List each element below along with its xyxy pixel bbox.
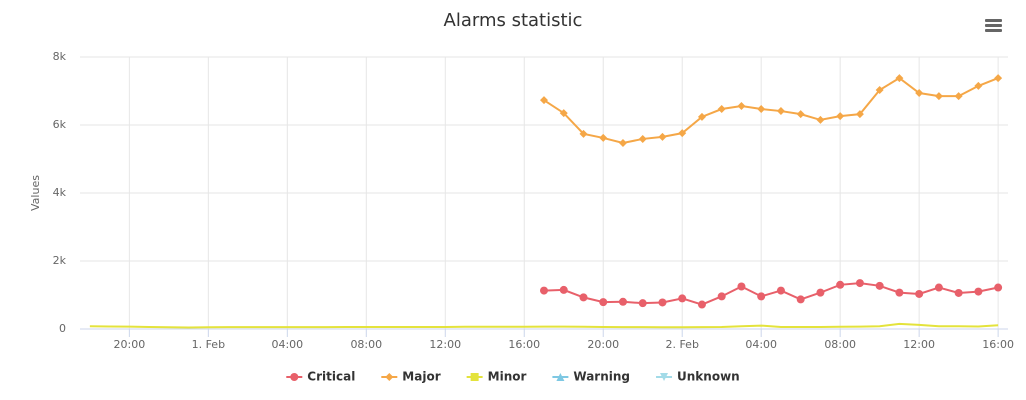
legend-item[interactable]: Unknown [656,370,740,384]
point [737,101,746,110]
x-tick-label: 20:00 [114,338,146,351]
point [618,297,627,306]
series-line [543,76,999,145]
point [915,289,924,298]
point [579,293,588,302]
point [934,283,943,292]
point [875,281,884,290]
point [540,96,548,105]
point [618,139,627,148]
point [974,287,983,296]
legend-label: Critical [307,370,355,384]
legend-item[interactable]: Warning [552,370,630,384]
point [796,295,805,304]
point [875,85,884,94]
point [954,288,963,297]
menu-bar [985,29,1002,32]
point [796,110,805,119]
series-line [543,282,999,306]
y-tick-label: 2k [53,254,67,267]
point [697,112,706,121]
point [836,280,845,289]
point [855,279,864,288]
point [717,105,726,114]
point [599,298,608,307]
x-tick-label: 04:00 [745,338,777,351]
y-tick-label: 6k [53,118,67,131]
legend-label: Major [402,370,440,384]
point [638,299,647,308]
x-tick-label: 16:00 [508,338,540,351]
point [776,107,785,116]
point [658,132,667,141]
legend-label: Warning [573,370,630,384]
y-axis-label: Values [29,175,42,211]
point [915,89,924,98]
y-tick-label: 0 [59,322,66,335]
point [895,288,904,297]
point [678,294,687,303]
series-line [89,322,999,329]
x-tick-label: 12:00 [429,338,461,351]
point [994,74,1003,83]
legend-item[interactable]: Major [381,370,441,384]
point [599,133,608,142]
legend-marker [660,373,669,381]
x-tick-label: 04:00 [271,338,303,351]
menu-bar [985,24,1002,27]
point [757,105,766,114]
point [638,134,647,143]
y-tick-label: 4k [53,186,67,199]
point [678,129,687,138]
point [934,92,943,101]
point [836,112,845,121]
legend: Critical Major Minor Warning Unknown [286,370,740,384]
x-tick-label: 20:00 [587,338,619,351]
x-tick-label: 2. Feb [665,338,698,351]
point [717,292,726,301]
point [816,288,825,297]
legend-label: Unknown [677,370,740,384]
point [658,298,667,307]
menu-button[interactable] [985,19,1002,32]
legend-item[interactable]: Minor [466,370,527,384]
point [776,286,785,295]
point [697,300,706,309]
legend-item[interactable]: Critical [286,370,355,384]
point [579,129,588,138]
legend-marker [385,373,394,381]
menu-bar [985,19,1002,22]
point [974,81,983,90]
point [757,292,766,301]
legend-marker [470,373,479,381]
point [559,285,568,294]
point [540,286,548,295]
legend-label: Minor [488,370,527,384]
point [895,74,904,83]
x-tick-label: 08:00 [824,338,856,351]
point [816,115,825,124]
x-tick-label: 08:00 [350,338,382,351]
point [954,92,963,101]
y-tick-label: 8k [53,50,67,63]
chart-title: Alarms statistic [444,10,583,31]
point [855,110,864,119]
legend-marker [290,373,299,381]
x-tick-label: 16:00 [982,338,1014,351]
point [994,283,1003,292]
x-tick-label: 12:00 [903,338,935,351]
legend-marker [556,373,565,381]
x-tick-label: 1. Feb [192,338,225,351]
point [737,282,746,291]
point [559,109,568,118]
